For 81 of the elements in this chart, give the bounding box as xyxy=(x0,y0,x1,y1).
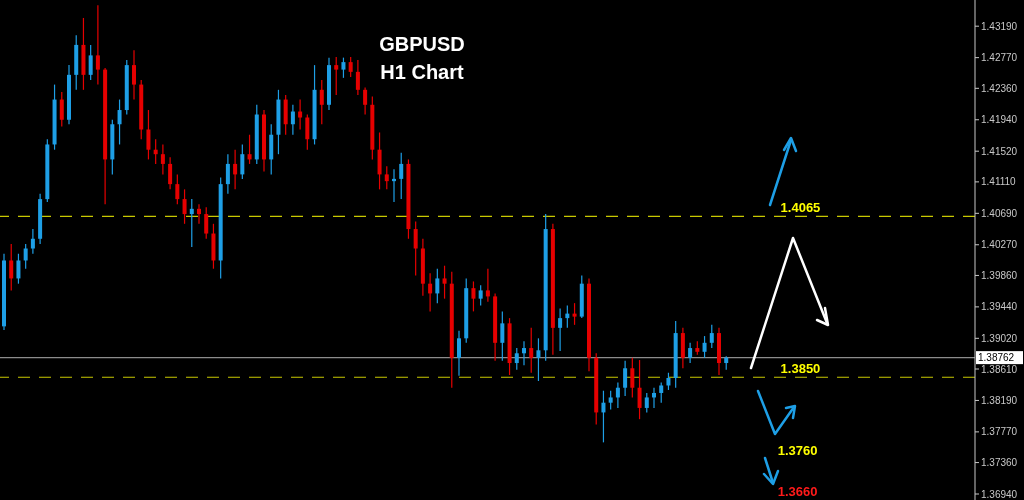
candlestick xyxy=(623,360,628,397)
candlestick xyxy=(189,198,194,248)
y-tick-label: 1.39860 xyxy=(981,270,1018,281)
y-tick-label: 1.43190 xyxy=(981,20,1018,32)
candlestick xyxy=(709,324,714,349)
ref-line-label: 1.4065 xyxy=(780,200,821,216)
candlestick xyxy=(608,390,613,411)
candlestick xyxy=(233,149,238,190)
y-tick-label: 1.42770 xyxy=(981,52,1018,64)
candlestick xyxy=(630,357,635,399)
candlestick xyxy=(197,203,201,225)
candlestick xyxy=(363,86,368,116)
candlestick xyxy=(298,98,303,131)
candlestick xyxy=(117,98,122,146)
candlestick xyxy=(160,143,165,175)
candlestick xyxy=(558,307,563,352)
candlestick xyxy=(334,56,339,96)
candlestick xyxy=(572,302,577,326)
candlestick xyxy=(240,143,245,180)
candlestick xyxy=(290,104,295,136)
text: H1 Chart xyxy=(380,61,465,83)
candlestick xyxy=(478,284,483,306)
candlestick xyxy=(536,337,541,382)
candlestick xyxy=(485,268,490,303)
candlestick xyxy=(522,340,526,366)
y-tick-label: 1.36940 xyxy=(981,488,1018,500)
candlestick xyxy=(341,57,346,79)
candlestick xyxy=(702,335,707,359)
candlestick xyxy=(442,265,447,300)
candlestick xyxy=(146,109,151,161)
candlestick xyxy=(9,243,14,292)
candlestick xyxy=(659,381,664,404)
y-tick-label: 1.38610 xyxy=(981,363,1018,375)
candlestick xyxy=(168,156,173,190)
y-tick-label: 1.39020 xyxy=(981,332,1018,344)
candlestick xyxy=(175,173,180,205)
candlestick xyxy=(59,91,64,128)
y-tick-label: 1.38190 xyxy=(981,395,1018,406)
ref-line-label: 1.3850 xyxy=(780,361,821,377)
annotation: 1.3660 xyxy=(777,484,818,499)
annotation: 1.3760 xyxy=(777,443,818,458)
y-tick-label: 1.41110 xyxy=(981,176,1017,188)
y-tick-label: 1.37770 xyxy=(981,426,1018,438)
candlestick xyxy=(23,243,28,270)
y-tick-label: 1.42360 xyxy=(981,82,1018,94)
candlestick xyxy=(319,79,324,125)
text: GBPUSD xyxy=(379,33,465,55)
candlestick xyxy=(688,342,693,364)
candlestick xyxy=(413,220,418,277)
candlestick xyxy=(637,359,642,420)
candlestick xyxy=(615,381,620,409)
candlestick xyxy=(435,268,440,304)
y-tick-label: 1.37360 xyxy=(981,457,1018,469)
candlestick xyxy=(182,188,187,225)
candlestick xyxy=(132,49,136,101)
candlestick xyxy=(471,280,476,312)
y-tick-label: 1.41940 xyxy=(981,114,1018,126)
candlestick xyxy=(348,56,353,78)
candlestick xyxy=(305,113,310,151)
candlestick xyxy=(514,347,519,371)
candlestick xyxy=(225,153,230,195)
candlestick xyxy=(247,134,252,165)
y-tick-label: 1.41520 xyxy=(981,145,1018,157)
ref-line-label: 1.38762 xyxy=(978,352,1015,364)
candlestick xyxy=(601,390,606,443)
candlestick xyxy=(204,206,209,240)
candlestick xyxy=(500,310,505,362)
y-tick-label: 1.39440 xyxy=(981,301,1018,313)
candlestick xyxy=(428,272,433,312)
candlestick xyxy=(384,165,389,190)
candlestick xyxy=(95,4,100,86)
candlestick xyxy=(88,44,93,81)
y-tick-label: 1.40690 xyxy=(981,207,1018,219)
y-tick-label: 1.40270 xyxy=(981,239,1018,251)
candlestick xyxy=(16,253,21,285)
candlestick xyxy=(355,59,360,96)
candlestick xyxy=(644,392,649,414)
candlestick xyxy=(529,327,534,374)
candlestick xyxy=(30,228,35,255)
candlestick xyxy=(399,152,404,200)
candlestick xyxy=(457,330,461,377)
